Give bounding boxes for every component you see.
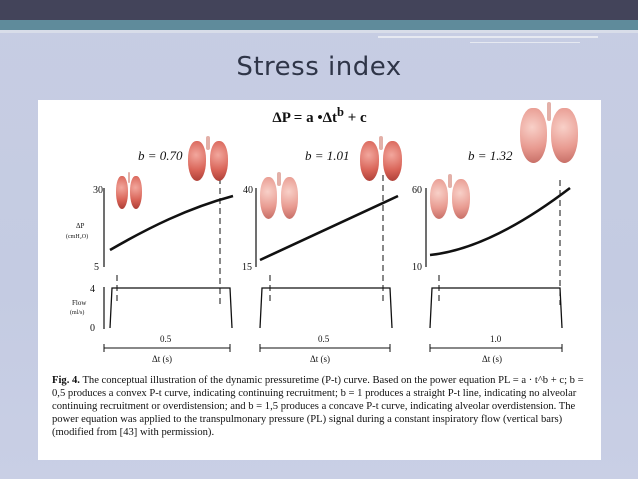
panel1-flow-trace: [109, 287, 233, 329]
equation-tail: + c: [347, 110, 367, 126]
caption-text: The conceptual illustration of the dynam…: [52, 375, 584, 438]
panel2-pressure-curve: [259, 194, 399, 262]
caption-label: Fig. 4.: [52, 375, 80, 386]
decorative-line: [378, 36, 598, 38]
panel1-dt-value: 0.5: [160, 334, 172, 344]
slide-title: Stress index: [236, 52, 402, 82]
header-teal-stripe: [0, 20, 638, 30]
header-dark-bar: [0, 0, 638, 20]
panel2-ymax: 40: [243, 185, 253, 196]
panel3-dt-label: Δt (s): [482, 354, 502, 364]
power-equation: ΔP = a •Δtb + c: [38, 105, 601, 127]
figure-image: ΔP = a •Δtb + c b = 0.70 30 5 ΔP (cmH₂O)…: [38, 100, 601, 460]
panel3-b-label: b = 1.32: [468, 148, 513, 163]
panel1-dp-unit: (cmH₂O): [66, 233, 88, 240]
panel3-ymin: 10: [412, 262, 422, 273]
figure-caption: Fig. 4. The conceptual illustration of t…: [52, 374, 592, 439]
panel2-dt-label: Δt (s): [310, 354, 330, 364]
panel1-flow-top: 4: [90, 284, 95, 295]
panel1-b-label: b = 0.70: [138, 148, 183, 163]
lung-medium-icon: [430, 174, 470, 220]
panel3-ymax: 60: [412, 185, 422, 196]
equation-exponent: b: [337, 105, 344, 119]
panel1-flow-zero: 0: [90, 323, 95, 334]
panel1-pressure-curve: [109, 194, 234, 252]
panel2-flow-trace: [259, 287, 393, 329]
decorative-line: [470, 42, 580, 43]
lung-small-icon: [116, 172, 142, 210]
equation-main: ΔP = a •Δt: [272, 110, 337, 126]
lung-large-icon: [520, 102, 578, 164]
panel1-flow-label: Flow: [72, 299, 87, 307]
panel2-ymin: 15: [242, 262, 252, 273]
panel3-pressure-curve: [429, 186, 571, 257]
lung-medium-icon: [260, 172, 298, 220]
header-light-line: [0, 30, 638, 33]
panel2-dt-value: 0.5: [318, 334, 330, 344]
panel3-flow-trace: [429, 287, 563, 329]
panel1-ymax: 30: [93, 185, 103, 196]
lung-medium-icon: [188, 136, 228, 182]
panel1-dp-label: ΔP: [76, 222, 85, 230]
pressure-flow-diagram: b = 0.70 30 5 ΔP (cmH₂O) 4 0 Flow (ml/s)…: [66, 148, 571, 364]
lung-medium-icon: [360, 136, 402, 182]
panel1-dt-label: Δt (s): [152, 354, 172, 364]
panel3-dt-value: 1.0: [490, 334, 502, 344]
panel2-b-label: b = 1.01: [305, 148, 350, 163]
panel1-ymin: 5: [94, 262, 99, 273]
panel1-flow-unit: (ml/s): [70, 309, 84, 316]
